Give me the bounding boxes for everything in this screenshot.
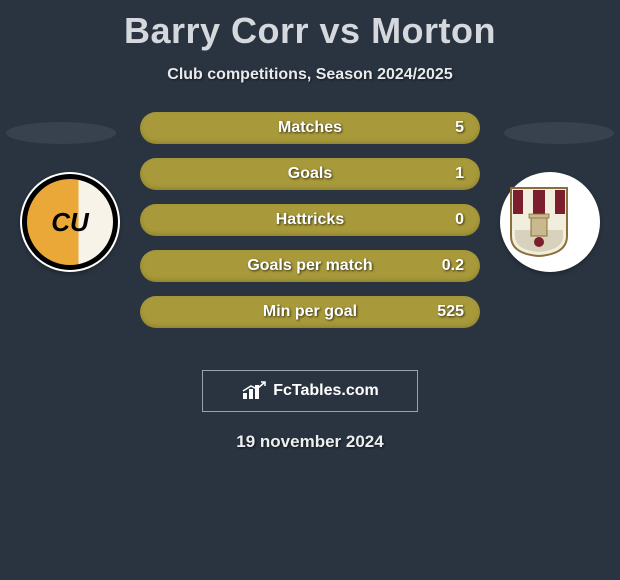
stat-label: Hattricks xyxy=(276,211,344,229)
stat-bar: Matches 5 xyxy=(140,112,480,144)
stat-value: 525 xyxy=(437,303,464,321)
stat-value: 0.2 xyxy=(442,257,464,275)
footer-brand-box: FcTables.com xyxy=(202,370,418,412)
content-area: CU Matches 5 xyxy=(0,112,620,352)
chart-icon xyxy=(241,381,267,401)
stat-bar: Min per goal 525 xyxy=(140,296,480,328)
club-badge-left: CU xyxy=(20,172,120,272)
shield-icon xyxy=(509,186,569,258)
comparison-card: Barry Corr vs Morton Club competitions, … xyxy=(0,10,620,580)
club-badge-right xyxy=(500,172,600,272)
stat-label: Goals per match xyxy=(247,257,372,275)
stat-bar: Hattricks 0 xyxy=(140,204,480,236)
subtitle: Club competitions, Season 2024/2025 xyxy=(0,66,620,84)
footer-brand-text: FcTables.com xyxy=(273,382,379,400)
club-badge-right-inner xyxy=(509,181,591,263)
stat-bars: Matches 5 Goals 1 Hattricks 0 Goals per … xyxy=(140,112,480,342)
stat-value: 5 xyxy=(455,119,464,137)
club-badge-left-inner: CU xyxy=(22,174,118,270)
stat-label: Min per goal xyxy=(263,303,357,321)
platform-right xyxy=(504,122,614,144)
stat-value: 0 xyxy=(455,211,464,229)
platform-left xyxy=(6,122,116,144)
stat-bar: Goals per match 0.2 xyxy=(140,250,480,282)
page-title: Barry Corr vs Morton xyxy=(0,10,620,52)
stat-bar: Goals 1 xyxy=(140,158,480,190)
stat-label: Matches xyxy=(278,119,342,137)
stat-value: 1 xyxy=(455,165,464,183)
stat-label: Goals xyxy=(288,165,332,183)
date-text: 19 november 2024 xyxy=(0,432,620,452)
